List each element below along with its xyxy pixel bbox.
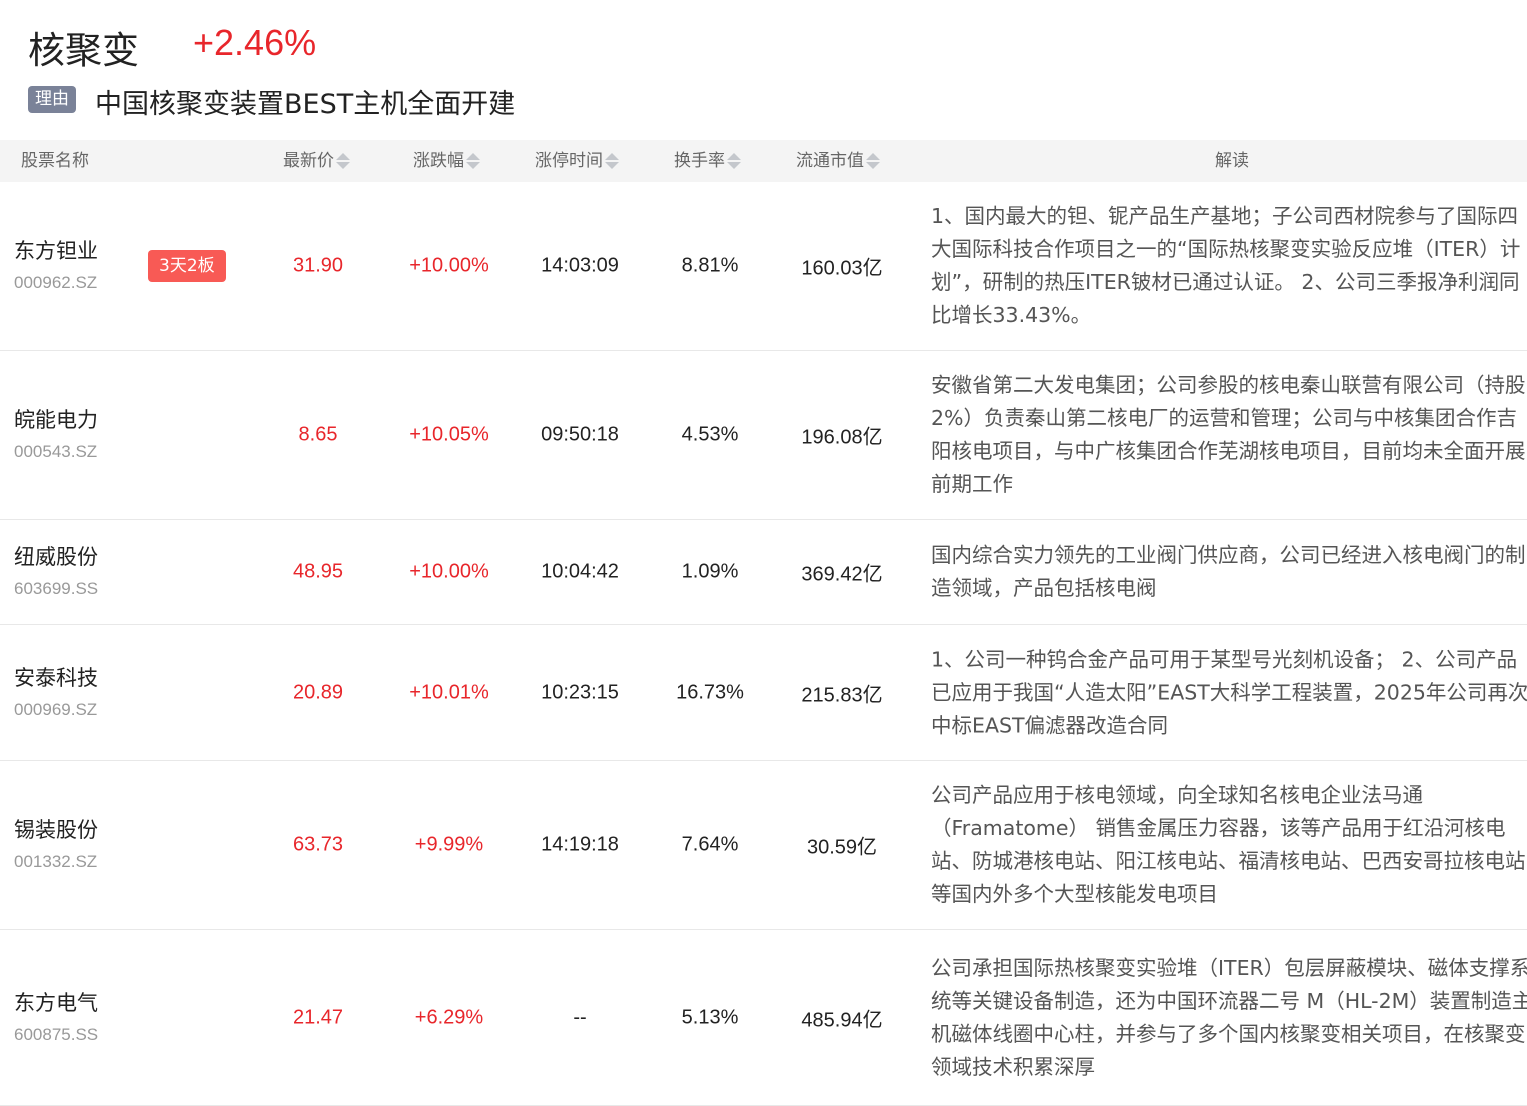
limit-time: 14:19:18: [541, 833, 619, 856]
sort-icon: [727, 153, 741, 169]
price: 63.73: [292, 833, 344, 856]
float-cap: 369.42亿: [801, 563, 883, 586]
float-cap: 215.83亿: [801, 684, 883, 706]
stock-code: 600875.SS: [14, 1024, 99, 1044]
sort-icon: [466, 153, 480, 169]
table-row[interactable]: 东方钽业 000962.SZ 3天2板 31.90 +10.00% 14:03:…: [0, 182, 1527, 351]
stock-name-cell[interactable]: 东方钽业 000962.SZ: [14, 234, 98, 298]
streak-badge: 3天2板: [148, 250, 226, 282]
turnover: 5.13%: [681, 1006, 739, 1028]
stock-name[interactable]: 皖能电力: [14, 408, 98, 432]
turnover: 1.09%: [681, 560, 739, 583]
description: 安徽省第二大发电集团；公司参股的核电秦山联营有限公司（持股2%）负责秦山第二核电…: [931, 373, 1526, 496]
price: 8.65: [298, 423, 338, 446]
stock-name[interactable]: 锡装股份: [14, 818, 98, 842]
stock-code: 000543.SZ: [14, 442, 98, 461]
change: +10.05%: [409, 423, 489, 446]
col-price-sort[interactable]: 最新价: [283, 140, 350, 182]
description: 公司承担国际热核聚变实验堆（ITER）包层屏蔽模块、磁体支撑系统等关键设备制造，…: [931, 955, 1527, 1079]
price: 20.89: [292, 681, 344, 703]
stock-name[interactable]: 东方电气: [14, 990, 98, 1015]
price: 48.95: [292, 560, 344, 583]
turnover: 7.64%: [681, 833, 739, 856]
change: +10.00%: [409, 254, 489, 277]
col-label: 股票名称: [21, 151, 89, 171]
limit-time: 10:04:42: [541, 560, 619, 583]
stock-name-cell[interactable]: 锡装股份 001332.SZ: [14, 813, 98, 877]
stock-name-cell[interactable]: 纽威股份 603699.SS: [14, 540, 98, 604]
col-turnover-sort[interactable]: 换手率: [674, 140, 741, 182]
col-name: 股票名称: [21, 140, 89, 182]
change: +10.01%: [409, 681, 489, 703]
float-cap: 160.03亿: [801, 257, 883, 280]
description: 1、国内最大的钽、铌产品生产基地；子公司西材院参与了国际四大国际科技合作项目之一…: [931, 204, 1521, 327]
limit-time: --: [573, 1006, 587, 1028]
col-cap-sort[interactable]: 流通市值: [796, 140, 880, 182]
col-label: 流通市值: [796, 151, 864, 171]
col-label: 最新价: [283, 151, 334, 171]
sort-icon: [866, 153, 880, 169]
reason-text: 中国核聚变装置BEST主机全面开建: [95, 89, 516, 120]
limit-time: 09:50:18: [541, 423, 619, 446]
change: +6.29%: [414, 1006, 484, 1028]
turnover: 4.53%: [681, 423, 739, 446]
stock-name-cell[interactable]: 东方电气 600875.SS: [14, 986, 98, 1050]
change: +10.00%: [409, 560, 489, 583]
stock-name[interactable]: 纽威股份: [14, 545, 98, 569]
stock-code: 000969.SZ: [14, 699, 98, 719]
stock-name-cell[interactable]: 皖能电力 000543.SZ: [14, 403, 98, 467]
price: 21.47: [292, 1006, 344, 1028]
col-label: 涨停时间: [535, 151, 603, 171]
col-time-sort[interactable]: 涨停时间: [535, 140, 619, 182]
sector-change: +2.46%: [193, 22, 317, 63]
description: 公司产品应用于核电领域，向全球知名核电企业法马通（Framatome） 销售金属…: [931, 783, 1526, 906]
turnover: 16.73%: [676, 681, 744, 703]
description: 国内综合实力领先的工业阀门供应商，公司已经进入核电阀门的制造领域，产品包括核电阀: [931, 543, 1526, 600]
change: +9.99%: [414, 833, 484, 856]
float-cap: 196.08亿: [801, 426, 883, 449]
limit-time: 14:03:09: [541, 254, 619, 277]
table-row[interactable]: 纽威股份 603699.SS 48.95 +10.00% 10:04:42 1.…: [0, 520, 1527, 625]
reason-tag: 理由: [28, 86, 76, 113]
float-cap: 30.59亿: [806, 836, 878, 859]
stock-name-cell[interactable]: 安泰科技 000969.SZ: [14, 661, 98, 725]
sort-icon: [605, 153, 619, 169]
stock-code: 603699.SS: [14, 579, 99, 598]
description: 1、公司一种钨合金产品可用于某型号光刻机设备； 2、公司产品已应用于我国“人造太…: [931, 647, 1527, 737]
col-label: 换手率: [674, 151, 725, 171]
table-row[interactable]: 东方电气 600875.SS 21.47 +6.29% -- 5.13% 485…: [0, 930, 1527, 1106]
float-cap: 485.94亿: [801, 1009, 883, 1031]
stock-code: 000962.SZ: [14, 273, 98, 292]
table-header: 股票名称 最新价 涨跌幅 涨停时间 换手率 流通市值 解读: [0, 140, 1527, 182]
table-row[interactable]: 锡装股份 001332.SZ 63.73 +9.99% 14:19:18 7.6…: [0, 761, 1527, 930]
table-row[interactable]: 皖能电力 000543.SZ 8.65 +10.05% 09:50:18 4.5…: [0, 351, 1527, 520]
col-label: 解读: [1215, 151, 1249, 171]
col-change-sort[interactable]: 涨跌幅: [413, 140, 480, 182]
limit-time: 10:23:15: [541, 681, 619, 703]
stock-name[interactable]: 安泰科技: [14, 665, 98, 690]
col-desc: 解读: [1215, 140, 1249, 182]
sector-title: 核聚变: [28, 29, 139, 72]
table-row[interactable]: 安泰科技 000969.SZ 20.89 +10.01% 10:23:15 16…: [0, 625, 1527, 761]
stock-code: 001332.SZ: [14, 852, 98, 871]
price: 31.90: [292, 254, 344, 277]
turnover: 8.81%: [681, 254, 739, 277]
stock-name[interactable]: 东方钽业: [14, 239, 98, 263]
sort-icon: [336, 153, 350, 169]
col-label: 涨跌幅: [413, 151, 464, 171]
